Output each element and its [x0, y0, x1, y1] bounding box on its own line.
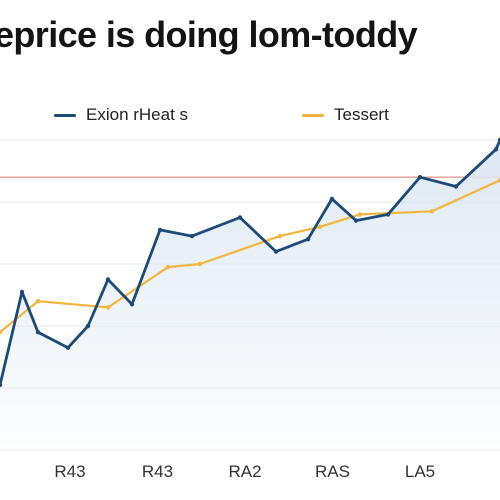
- x-tick-label-2: RA2: [228, 462, 261, 481]
- chart-title: eprice is doing lom-toddy: [0, 14, 418, 55]
- series-1-point-1: [19, 289, 25, 295]
- series-2-point-3: [165, 264, 171, 270]
- series-1-point-2: [35, 330, 41, 335]
- series-1-point-12: [329, 196, 335, 202]
- series-2-point-6: [317, 224, 323, 229]
- series-1-point-5: [105, 277, 111, 282]
- series-2-line: [0, 179, 500, 334]
- series-1-point-11: [305, 237, 311, 242]
- series-1-point-15: [417, 175, 423, 180]
- x-tick-label-4: LA5: [405, 462, 435, 481]
- series-2-point-2: [105, 305, 111, 310]
- series-2-point-0: [0, 330, 3, 335]
- series-1-point-9: [237, 215, 243, 220]
- series-1-point-13: [353, 218, 359, 223]
- x-tick-label-1: R43: [142, 462, 173, 481]
- series-1-point-0: [0, 382, 3, 388]
- series-2-point-9: [497, 178, 500, 183]
- legend-swatch-series-1: [54, 113, 76, 117]
- series-1-point-16: [453, 184, 459, 189]
- series-1-point-7: [157, 227, 163, 233]
- series-1-area: [0, 140, 500, 450]
- series-2-point-7: [357, 212, 363, 217]
- series-1-point-17: [493, 147, 499, 152]
- series-2-point-4: [197, 261, 203, 267]
- legend-label-series-1: Exion rHeat s: [86, 105, 189, 124]
- series-2-point-5: [277, 233, 283, 239]
- series-2-point-8: [429, 209, 435, 214]
- series-1-point-10: [273, 249, 279, 254]
- legend-swatch-series-2: [302, 113, 324, 117]
- series-1-point-8: [189, 233, 195, 239]
- series-1-point-18: [497, 137, 500, 143]
- legend-label-series-2: Tessert: [334, 105, 389, 124]
- series-1-point-14: [385, 212, 391, 217]
- x-tick-label-3: RAS: [315, 462, 350, 481]
- x-tick-label-0: R43: [54, 462, 85, 481]
- legend-item-series-2: Tessert: [302, 102, 389, 128]
- series-1-point-4: [85, 323, 91, 329]
- series-1-point-3: [65, 345, 71, 350]
- series-2-point-1: [35, 299, 41, 304]
- legend-item-series-1: Exion rHeat s: [54, 102, 188, 128]
- series-1-point-6: [129, 302, 135, 307]
